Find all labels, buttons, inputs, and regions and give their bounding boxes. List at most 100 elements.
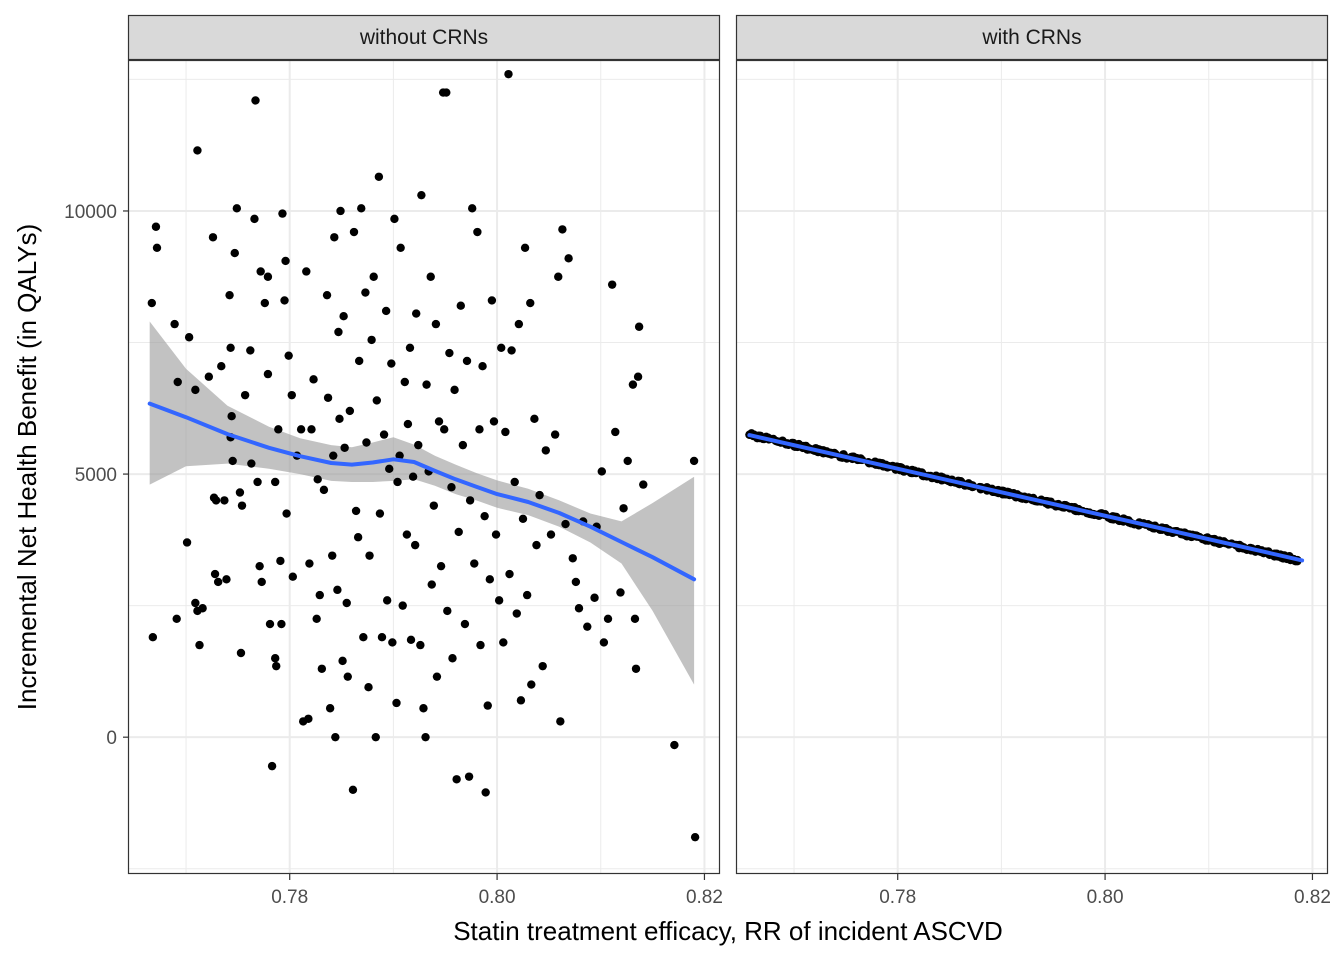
data-point xyxy=(315,590,324,600)
data-point xyxy=(478,362,487,371)
data-point xyxy=(611,427,620,437)
data-point xyxy=(603,614,613,623)
data-point xyxy=(365,551,374,560)
x-tick-label: 0.80 xyxy=(1087,887,1124,908)
data-point xyxy=(470,559,479,568)
data-point xyxy=(447,483,456,492)
data-point xyxy=(504,69,513,79)
data-point xyxy=(597,467,606,476)
data-point xyxy=(210,569,220,579)
data-point xyxy=(317,664,327,673)
data-point xyxy=(483,701,492,710)
data-point xyxy=(395,451,404,460)
data-point xyxy=(263,369,273,379)
data-point xyxy=(379,430,389,439)
data-point xyxy=(422,380,431,389)
data-point xyxy=(427,580,436,589)
data-point xyxy=(481,788,490,797)
y-tick-label: 0 xyxy=(106,728,117,749)
x-axis-title: Statin treatment efficacy, RR of inciden… xyxy=(453,916,1003,946)
data-point xyxy=(561,519,570,529)
y-tick-label: 5000 xyxy=(75,465,117,486)
data-point xyxy=(458,440,468,450)
data-point xyxy=(213,577,223,587)
x-tick-label: 0.82 xyxy=(1294,887,1331,908)
data-point xyxy=(512,609,521,618)
data-point xyxy=(330,233,339,242)
data-point xyxy=(148,633,158,642)
data-point xyxy=(338,656,347,666)
strip-label-without-crns: without CRNs xyxy=(359,26,488,49)
data-point xyxy=(247,459,256,468)
data-point xyxy=(272,661,281,671)
data-point xyxy=(417,190,426,200)
strip-background-with-crns xyxy=(735,14,1329,61)
data-point xyxy=(313,475,322,484)
data-point xyxy=(520,243,530,253)
grid-with-crns xyxy=(737,61,1328,874)
data-point xyxy=(630,614,640,623)
data-point xyxy=(491,530,501,539)
data-point xyxy=(445,348,454,358)
data-point xyxy=(454,527,463,537)
data-point xyxy=(465,496,475,505)
data-point xyxy=(532,540,541,550)
data-point xyxy=(225,290,234,300)
data-point xyxy=(419,704,428,713)
panel-without-crns: without CRNs xyxy=(127,14,721,875)
data-point xyxy=(633,372,643,381)
data-point xyxy=(357,204,366,213)
data-point xyxy=(267,761,277,771)
data-point xyxy=(434,417,444,426)
data-point xyxy=(237,501,247,510)
data-point xyxy=(619,504,628,513)
data-point xyxy=(220,496,229,505)
data-point xyxy=(406,635,416,645)
data-point xyxy=(334,327,343,337)
data-point xyxy=(450,385,459,395)
panel-with-crns: with CRNs xyxy=(735,14,1329,875)
data-point xyxy=(485,575,495,584)
data-point xyxy=(307,425,316,434)
data-point xyxy=(204,372,214,381)
data-point xyxy=(410,540,420,550)
data-point xyxy=(440,425,449,434)
data-point xyxy=(232,204,242,213)
data-point xyxy=(505,569,514,579)
data-point xyxy=(296,425,306,434)
data-point xyxy=(487,296,497,305)
data-point xyxy=(362,438,371,447)
x-axis-with-crns: 0.78 0.80 0.82 xyxy=(879,874,1331,908)
data-point xyxy=(375,509,385,518)
data-point xyxy=(151,222,161,231)
data-point xyxy=(319,485,329,495)
data-point xyxy=(382,596,392,605)
data-point xyxy=(590,593,599,602)
data-point xyxy=(222,575,231,584)
strip-background-without-crns xyxy=(127,14,721,61)
data-point xyxy=(193,606,202,616)
data-point xyxy=(371,732,380,742)
data-point xyxy=(302,267,311,276)
data-point xyxy=(147,298,157,308)
data-point xyxy=(456,301,465,310)
data-point xyxy=(583,622,592,631)
data-point xyxy=(443,606,452,616)
data-point xyxy=(634,322,644,331)
data-point xyxy=(400,377,409,387)
data-point xyxy=(276,556,285,566)
data-point xyxy=(172,614,181,623)
data-point xyxy=(304,714,313,723)
data-point xyxy=(690,832,700,842)
smooth-line-without-crns xyxy=(147,401,697,582)
data-point xyxy=(426,272,435,281)
data-point xyxy=(348,785,358,795)
data-point xyxy=(253,477,262,487)
data-point xyxy=(227,411,236,421)
x-tick-label: 0.80 xyxy=(479,887,516,908)
data-point xyxy=(628,380,638,389)
data-point xyxy=(564,254,573,263)
data-point xyxy=(193,146,202,155)
data-point xyxy=(173,377,182,387)
data-point xyxy=(436,561,446,571)
